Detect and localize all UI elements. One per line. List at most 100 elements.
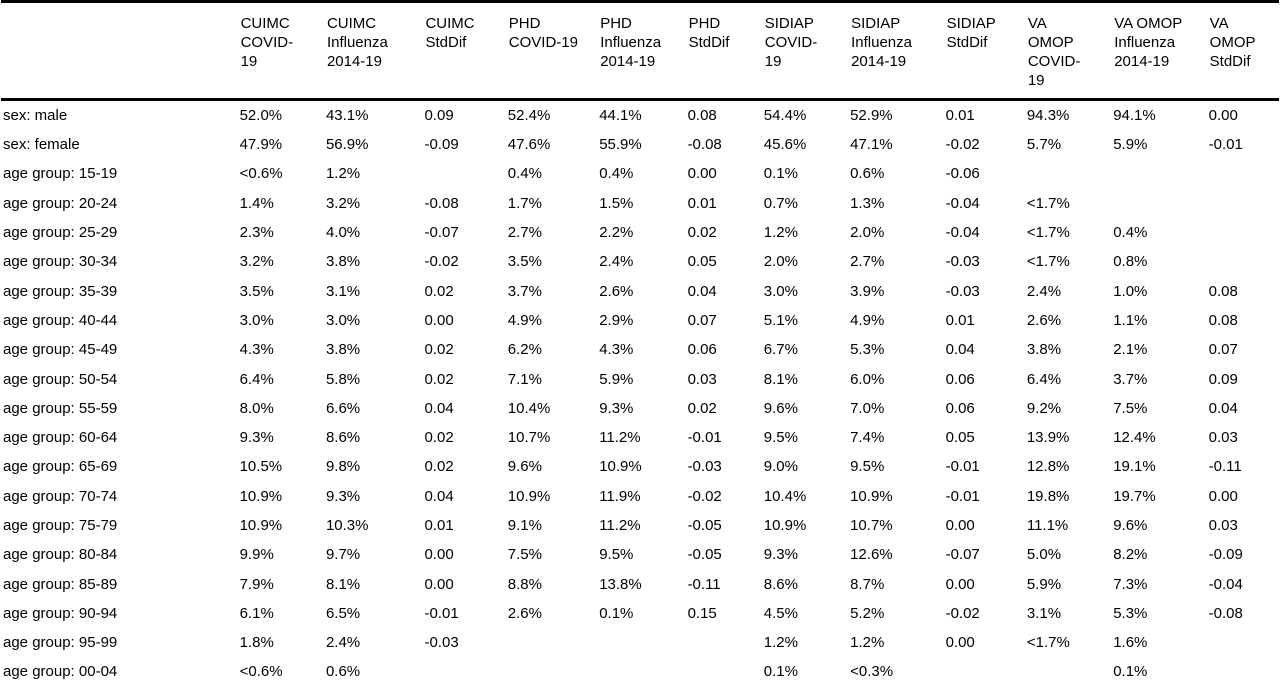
table-cell: 4.5% [763,604,798,622]
table-cell: 43.1% [325,107,369,124]
table-cell: 5.9% [1113,136,1148,154]
table-cell: 1.2% [763,634,798,652]
table-cell [591,628,679,657]
table-cell: 9.5% [763,429,798,447]
row-label: age group: 95-99 [3,634,118,652]
table-cell: 9.6% [507,458,542,476]
table-cell: 10.9% [239,487,283,505]
table-cell: 0.4% [507,165,542,183]
table-cell: 3.1% [1026,604,1062,622]
table-cell: 13.8% [599,575,642,593]
table-cell: 0.04 [945,341,975,359]
table-cell: -0.03 [945,282,980,300]
table-row: age group: 60-64 9.3% 8.6% 0.02 10.7% 11.2% -0… [1,423,1279,452]
table-cell: 3.0% [239,311,274,329]
table-cell [1201,247,1279,276]
table-cell: 5.2% [850,604,885,622]
table-cell: 5.0% [1026,546,1062,564]
table-cell: 52.0% [239,107,283,124]
table-cell: -0.03 [687,458,722,476]
table-cell: 6.1% [239,604,274,622]
table-cell: 94.1% [1113,107,1156,124]
table-cell [500,628,591,657]
table-cell: 5.9% [599,370,634,388]
table-cell: 11.2% [599,517,641,534]
table-cell: 0.04 [424,487,454,505]
table-row: age group: 45-49 4.3% 3.8% 0.02 6.2% 4.3% 0.06… [1,335,1279,364]
table-cell: 0.00 [424,575,454,593]
table-cell: 6.5% [325,604,361,622]
table-cell: 2.9% [599,311,634,329]
table-cell: -0.05 [687,517,722,534]
table-cell: -0.08 [1208,604,1243,622]
table-cell: 9.2% [1026,399,1062,417]
table-cell: 54.4% [763,107,807,124]
table-cell: 52.4% [507,107,551,124]
row-label: age group: 85-89 [3,575,118,593]
table-cell: 0.00 [945,575,975,593]
table-cell [1201,218,1279,247]
table-cell: 0.03 [1208,429,1238,447]
table-cell: 0.1% [763,165,798,183]
table-cell: 2.1% [1113,341,1148,359]
table-cell: 9.3% [239,429,274,447]
table-cell: 4.9% [850,311,885,329]
row-label: age group: 80-84 [3,546,118,564]
table-cell: 10.7% [507,429,551,447]
table-header: CUIMC COVID- 19 CUIMC Influenza 2014-19 CUIMC S… [1,1,1279,101]
table-cell: 0.01 [424,517,454,534]
table-cell: 0.06 [687,341,717,359]
row-label: age group: 20-24 [3,194,118,212]
table-cell: 7.3% [1113,575,1148,593]
table-cell: 4.3% [239,341,274,359]
table-cell: -0.11 [687,575,721,593]
table-row: age group: 55-59 8.0% 6.6% 0.04 10.4% 9.3% 0.0… [1,394,1279,423]
table-cell: 3.7% [507,282,542,300]
column-header: SIDIAP COVID- 19 [755,1,843,101]
table-cell: 9.3% [599,399,634,417]
row-label: sex: male [3,107,68,124]
table-cell: 6.0% [850,370,885,388]
table-cell: 5.1% [763,311,798,329]
table-row: age group: 70-74 10.9% 9.3% 0.04 10.9% 11.9% -… [1,482,1279,511]
table-cell: 0.09 [1208,370,1238,388]
table-cell: 1.6% [1113,634,1148,652]
table-cell: 0.02 [424,370,454,388]
table-cell [416,159,499,188]
row-label: age group: 90-94 [3,604,118,622]
table-cell [680,628,756,657]
table-cell: 0.4% [599,165,634,183]
table-row: age group: 80-84 9.9% 9.7% 0.00 7.5% 9.5% -0.0… [1,540,1279,569]
table-cell: -0.01 [424,604,459,622]
table-cell: 11.9% [599,487,641,505]
table-cell: -0.03 [945,253,980,271]
table-cell: 5.8% [325,370,361,388]
table-cell: 9.3% [763,546,798,564]
row-label: age group: 50-54 [3,370,118,388]
column-header: SIDIAP StdDif [937,1,1019,101]
table-cell: 8.7% [850,575,885,593]
table-row: age group: 35-39 3.5% 3.1% 0.02 3.7% 2.6% 0.04… [1,276,1279,305]
table-cell: -0.06 [945,165,980,183]
table-cell [1105,189,1200,218]
table-cell: 8.1% [763,370,798,388]
table-cell: 0.02 [424,429,454,447]
table-cell: 10.5% [239,458,283,476]
table-cell: 7.0% [850,399,885,417]
table-body: sex: male 52.0% 43.1% 0.09 52.4% 44.1% 0.08 54.… [1,100,1279,687]
table-row: age group: 00-04 <0.6% 0.6% 0.1% <0.3% 0.1% [1,657,1279,686]
table-cell: 1.4% [239,194,274,212]
table-cell: 2.2% [599,224,634,242]
column-header: VA OMOP COVID- 19 [1018,1,1106,101]
column-header: CUIMC COVID- 19 [231,1,318,101]
table-cell: 9.5% [599,546,634,564]
table-cell: -0.11 [1208,458,1242,476]
table-cell [938,657,1019,686]
table-cell: 0.7% [763,194,798,212]
table-cell: 1.2% [325,165,361,183]
table-cell: 47.9% [239,136,283,154]
table-cell: 9.6% [763,399,798,417]
table-cell: 0.01 [945,107,975,124]
table-cell: 5.3% [850,341,885,359]
table-cell: 7.5% [507,546,542,564]
